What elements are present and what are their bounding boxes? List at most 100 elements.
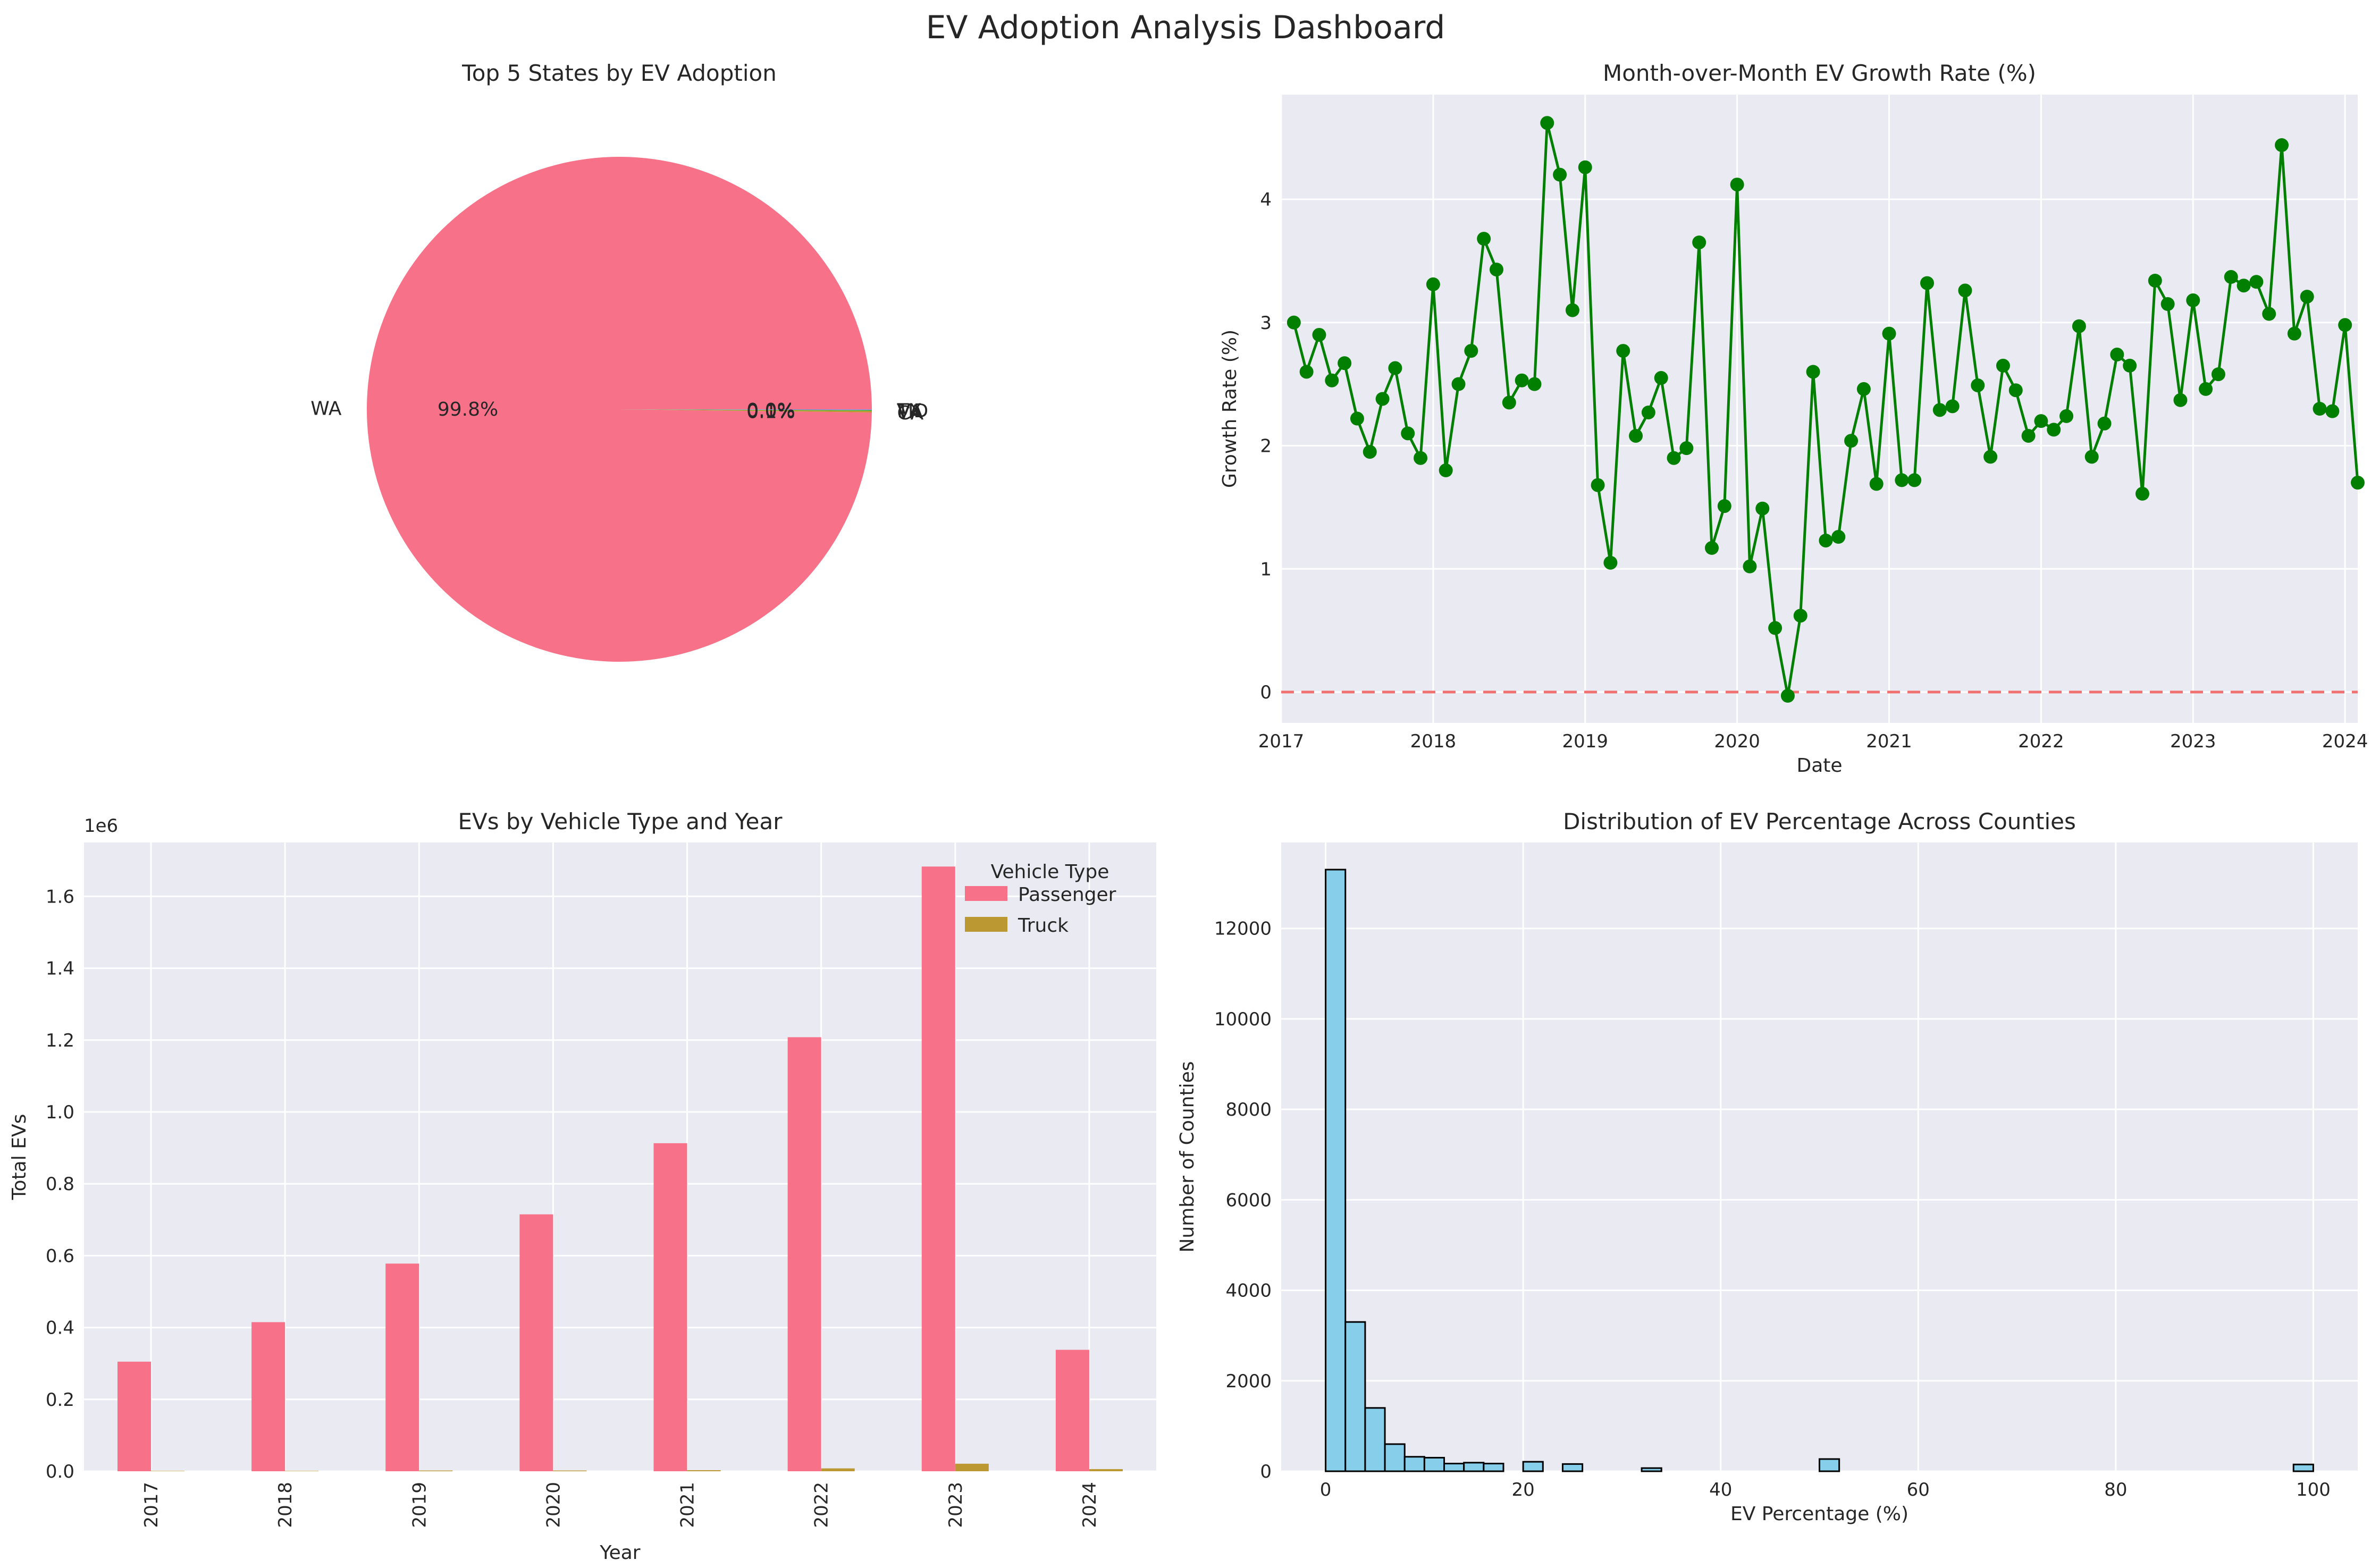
hist-y-tick-label: 8000 [1225,1099,1272,1120]
hist-bin-bar [1463,1462,1485,1472]
growth-rate-point [1730,178,1744,192]
passenger-bar [787,1037,821,1471]
truck-bar [687,1470,721,1471]
growth-rate-point [1338,356,1352,370]
growth-rate-point [1958,283,1972,298]
growth-rate-point [2351,476,2365,490]
growth-rate-point [1578,160,1592,174]
passenger-bar [653,1143,687,1471]
bar-y-tick-label: 0.4 [46,1318,74,1339]
growth-rate-point [1540,116,1554,130]
growth-rate-point [1603,555,1618,570]
growth-rate-point [2325,404,2340,418]
growth-rate-point [2135,486,2149,501]
bar-x-tick-label: 2023 [945,1482,966,1528]
growth-rate-point [1287,315,1301,330]
hist-bin-bar [1522,1461,1544,1472]
growth-rate-point [1692,235,1706,250]
passenger-bar [251,1322,285,1471]
growth-rate-point [1451,377,1466,391]
pie-chart-panel: Top 5 States by EV Adoption WA 99.8% CA 0.1%… [310,60,928,662]
passenger-bar [385,1263,419,1471]
growth-rate-point [1932,403,1947,417]
hist-y-tick-label: 4000 [1225,1280,1272,1302]
truck-bar [821,1468,855,1471]
growth-rate-point [1439,463,1453,477]
passenger-bar [1055,1350,1089,1471]
hist-plot-area [1281,842,2358,1471]
bar-x-tick-label: 2021 [677,1482,699,1528]
passenger-bar [117,1361,152,1471]
growth-rate-point [1945,399,1960,414]
hist-bin-bar [1344,1321,1366,1472]
bar-x-tick-label: 2018 [275,1482,296,1528]
hist-y-axis-label: Number of Counties [1176,1061,1198,1252]
pie-slice-label: TX [896,400,922,421]
hist-y-tick-label: 10000 [1214,1009,1272,1030]
line-y-tick-label: 0 [1260,682,1272,703]
bar-y-tick-label: 1.4 [46,958,74,980]
growth-rate-point [1768,621,1783,635]
growth-rate-point [1641,405,1655,419]
growth-rate-point [1971,378,1985,392]
bar-y-axis-label: Total EVs [9,1114,30,1201]
growth-rate-point [2249,275,2264,289]
growth-rate-point [2097,416,2112,431]
hist-x-axis-label: EV Percentage (%) [1730,1503,1908,1525]
hist-bin-bar [1483,1463,1504,1472]
growth-rate-point [1717,499,1731,513]
line-x-tick-label: 2022 [2018,731,2064,752]
pie-slice [619,409,872,410]
growth-rate-point [1882,326,1896,341]
bar-x-tick-label: 2019 [409,1482,430,1528]
pie-slice-label: VA [897,401,922,423]
growth-rate-point [1629,428,1643,443]
bar-y-tick-label: 0.0 [46,1461,74,1482]
bar-y-tick-label: 0.6 [46,1245,74,1267]
line-x-tick-label: 2020 [1714,731,1760,752]
hist-x-tick-label: 0 [1320,1479,1332,1500]
growth-rate-point [2008,383,2023,398]
growth-rate-point [1831,530,1846,544]
line-y-tick-label: 3 [1260,313,1272,334]
growth-rate-point [2173,393,2188,407]
growth-rate-point [2275,138,2289,153]
growth-rate-point [2224,270,2238,284]
line-title: Month-over-Month EV Growth Rate (%) [1603,60,2036,86]
hist-y-tick-label: 2000 [1225,1371,1272,1392]
growth-rate-point [2021,428,2036,443]
growth-rate-point [1401,426,1415,441]
legend-entry: Passenger [1018,884,1116,906]
growth-rate-point [1806,365,1820,379]
growth-rate-point [2211,367,2225,382]
growth-rate-point [2084,450,2099,464]
bar-y-tick-label: 1.2 [46,1030,74,1051]
pie-slice-label: CA [897,402,923,424]
growth-rate-point [1426,277,1440,291]
hist-bin-bar [2292,1463,2314,1472]
growth-rate-point [2237,279,2251,293]
growth-rate-point [1299,365,1314,379]
growth-rate-point [1920,276,1934,290]
bar-x-tick-label: 2020 [543,1482,564,1528]
truck-bar [955,1463,989,1471]
line-y-tick-label: 2 [1260,436,1272,457]
line-y-tick-label: 1 [1260,559,1272,580]
line-y-tick-label: 4 [1260,189,1272,210]
growth-rate-point [1907,473,1922,487]
growth-rate-point [2313,402,2327,416]
hist-bin-bar [1561,1463,1584,1472]
pie-slice [619,409,872,412]
growth-rate-point [1591,478,1605,492]
growth-rate-point [1755,501,1770,516]
growth-rate-point [1983,450,1998,464]
bar-y-offset-label: 1e6 [84,815,118,837]
truck-bar [1089,1469,1123,1471]
growth-line-chart-panel: Month-over-Month EV Growth Rate (%) 2017 2… [1219,60,2368,777]
growth-rate-point [1780,689,1795,703]
growth-rate-point [2186,293,2200,308]
passenger-bar [519,1214,553,1471]
growth-rate-point [1705,541,1719,555]
growth-rate-point [2300,290,2314,304]
bar-x-tick-label: 2022 [811,1482,833,1528]
